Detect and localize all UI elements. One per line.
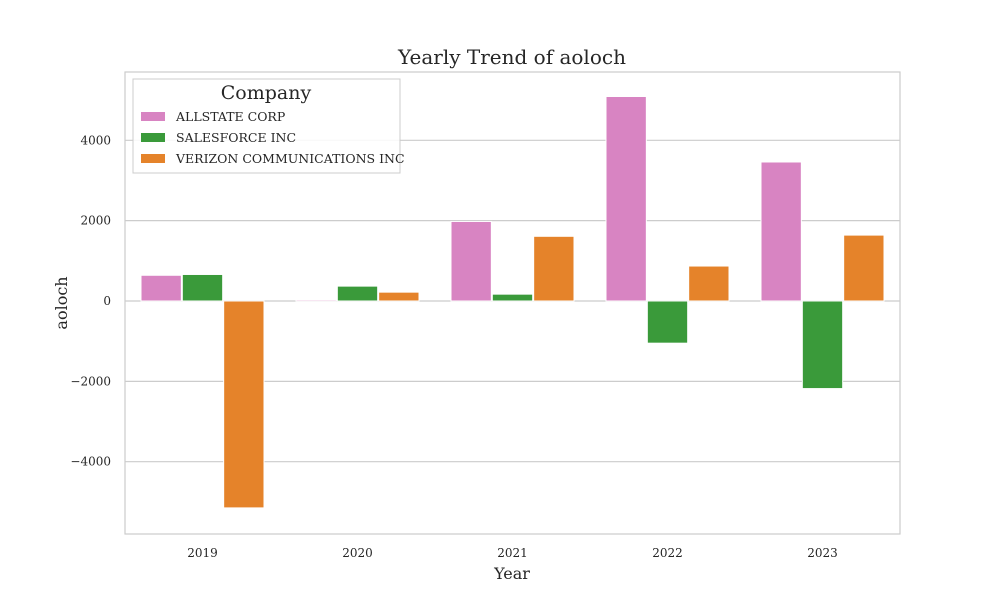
x-tick-label: 2023 <box>807 546 838 560</box>
bar-verizon-communications-inc-2023 <box>843 234 885 302</box>
legend: Company ALLSTATE CORP SALESFORCE INC VERIZ… <box>132 78 405 174</box>
chart-title: Yearly Trend of aoloch <box>397 45 626 69</box>
bar-verizon-communications-inc-2019 <box>223 300 265 509</box>
y-axis-ticks: −4000 −2000 0 2000 4000 <box>70 133 111 468</box>
legend-swatch <box>141 154 165 163</box>
bar-allstate-corp-2022 <box>605 96 647 302</box>
bar-allstate-corp-2019 <box>140 274 182 302</box>
y-tick-label: −4000 <box>70 455 111 469</box>
legend-box <box>132 78 401 174</box>
legend-swatch <box>141 112 165 121</box>
y-tick-label: 0 <box>103 294 111 308</box>
bar-salesforce-inc-2021 <box>491 293 534 302</box>
y-axis-label: aoloch <box>52 276 71 329</box>
bar-allstate-corp-2020 <box>295 299 337 302</box>
bar-verizon-communications-inc-2020 <box>378 291 420 302</box>
bar-verizon-communications-inc-2022 <box>688 265 730 302</box>
legend-label: VERIZON COMMUNICATIONS INC <box>175 151 405 166</box>
x-tick-label: 2022 <box>652 546 683 560</box>
legend-title: Company <box>221 82 312 104</box>
bar-salesforce-inc-2020 <box>336 285 379 302</box>
bar-salesforce-inc-2019 <box>181 273 224 302</box>
legend-label: SALESFORCE INC <box>176 130 296 145</box>
legend-swatch <box>141 133 165 142</box>
y-tick-label: 4000 <box>80 133 111 147</box>
x-axis-ticks: 2019 2020 2021 2022 2023 <box>187 546 838 560</box>
bars <box>140 96 885 509</box>
x-tick-label: 2020 <box>342 546 373 560</box>
x-axis-label: Year <box>493 564 530 583</box>
bar-salesforce-inc-2023 <box>801 300 844 390</box>
bar-allstate-corp-2023 <box>760 161 802 302</box>
bar-salesforce-inc-2022 <box>646 300 689 344</box>
plot-frame <box>124 71 901 535</box>
bar-allstate-corp-2021 <box>450 220 492 302</box>
x-tick-label: 2019 <box>187 546 218 560</box>
y-tick-label: 2000 <box>80 214 111 228</box>
y-tick-label: −2000 <box>70 374 111 388</box>
bar-verizon-communications-inc-2021 <box>533 235 575 302</box>
x-tick-label: 2021 <box>497 546 528 560</box>
legend-label: ALLSTATE CORP <box>175 109 285 124</box>
